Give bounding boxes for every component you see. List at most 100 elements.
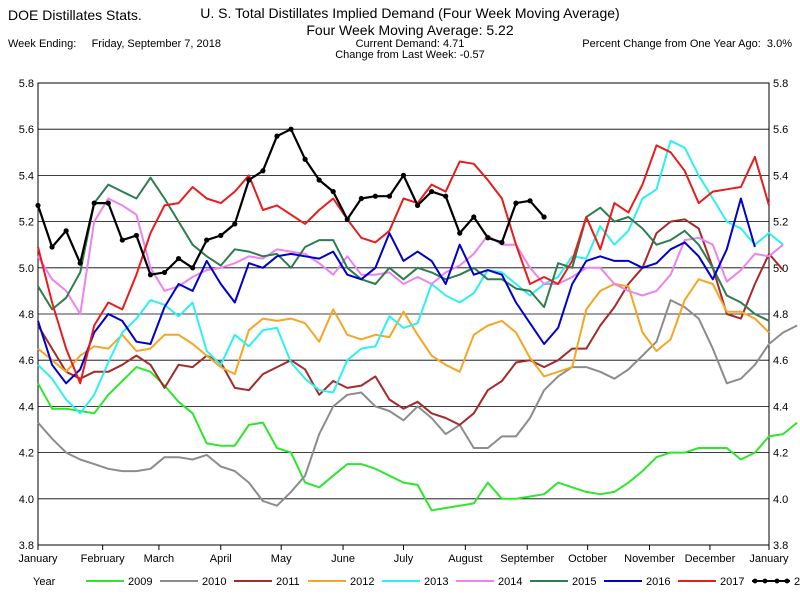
y-tick-label-right: 5.6 bbox=[773, 124, 788, 136]
data-point-2018 bbox=[274, 133, 280, 139]
series-line-2009 bbox=[37, 366, 798, 512]
data-point-2018 bbox=[119, 237, 125, 243]
weekly-change: Change from Last Week: -0.57 bbox=[335, 49, 485, 61]
data-point-2018 bbox=[105, 200, 111, 206]
y-tick-label-left: 5.2 bbox=[19, 217, 34, 229]
y-tick-label-left: 4.4 bbox=[19, 401, 34, 413]
data-point-2018 bbox=[471, 214, 477, 220]
legend-title: Year bbox=[33, 576, 56, 588]
y-tick-label-right: 5.4 bbox=[773, 170, 788, 182]
y-tick-label-left: 3.8 bbox=[19, 540, 34, 552]
percent-change-value: 3.0% bbox=[766, 38, 792, 50]
x-tick-label: August bbox=[448, 553, 482, 565]
data-point-2018 bbox=[330, 188, 336, 195]
x-tick-label: December bbox=[685, 553, 736, 565]
y-tick-label-right: 4.6 bbox=[773, 355, 788, 367]
data-point-2018 bbox=[457, 230, 463, 236]
percent-change: Percent Change from One Year Ago: 3.0% bbox=[582, 38, 792, 50]
legend-label-2011: 2011 bbox=[276, 576, 300, 588]
y-tick-label-left: 5.4 bbox=[19, 170, 34, 182]
x-tick-label: January bbox=[749, 553, 789, 565]
y-tick-label-right: 4.0 bbox=[773, 494, 788, 506]
current-demand: Current Demand: 4.71 bbox=[355, 38, 465, 50]
x-tick-label: July bbox=[394, 553, 414, 565]
legend-label-2013: 2013 bbox=[424, 576, 448, 588]
y-tick-label-left: 4.0 bbox=[19, 494, 34, 506]
y-tick-label-right: 4.8 bbox=[773, 309, 788, 321]
data-point-2018 bbox=[175, 255, 182, 262]
legend-marker-2018 bbox=[762, 578, 768, 584]
data-point-2018 bbox=[232, 221, 238, 227]
series-line-2010 bbox=[37, 299, 798, 507]
data-point-2018 bbox=[190, 265, 196, 271]
series-line-2011 bbox=[37, 218, 784, 426]
x-tick-label: January bbox=[18, 553, 58, 565]
week-ending: Week Ending: Friday, September 7, 2018 bbox=[8, 38, 221, 50]
legend-label-2009: 2009 bbox=[128, 576, 152, 588]
x-tick-label: October bbox=[568, 553, 607, 565]
series-line-2017 bbox=[37, 144, 770, 385]
legend-label-2010: 2010 bbox=[202, 576, 226, 588]
data-point-2018 bbox=[386, 193, 393, 199]
data-point-2018 bbox=[541, 214, 547, 220]
data-point-2018 bbox=[316, 177, 322, 183]
y-tick-label-right: 5.2 bbox=[773, 217, 788, 229]
chart-subtitle: Four Week Moving Average: 5.22 bbox=[306, 22, 514, 38]
series-line-2016 bbox=[37, 197, 756, 385]
y-tick-label-left: 4.8 bbox=[19, 309, 34, 321]
y-tick-label-left: 5.8 bbox=[19, 78, 34, 90]
series-line-2015 bbox=[37, 176, 770, 322]
legend-label-2012: 2012 bbox=[350, 576, 374, 588]
legend-marker-2018 bbox=[752, 578, 758, 584]
data-point-2018 bbox=[443, 193, 449, 199]
x-tick-label: November bbox=[624, 553, 675, 565]
data-point-2018 bbox=[513, 200, 519, 206]
x-tick-label: June bbox=[331, 553, 355, 565]
chart-title: U. S. Total Distillates Implied Demand (… bbox=[200, 5, 620, 21]
data-point-2018 bbox=[358, 195, 364, 202]
data-point-2018 bbox=[302, 156, 308, 162]
data-point-2018 bbox=[204, 237, 210, 243]
data-point-2018 bbox=[35, 202, 41, 209]
brand-title: DOE Distillates Stats. bbox=[8, 7, 142, 23]
data-point-2018 bbox=[260, 168, 266, 174]
data-point-2018 bbox=[147, 272, 154, 278]
legend-marker-2018 bbox=[784, 578, 790, 584]
legend-label-2018: 2018 bbox=[794, 576, 800, 588]
data-point-2018 bbox=[344, 216, 350, 222]
x-tick-label: April bbox=[210, 553, 232, 565]
x-tick-label: May bbox=[271, 553, 292, 565]
data-point-2018 bbox=[485, 235, 491, 241]
y-tick-label-right: 4.4 bbox=[773, 401, 788, 413]
series-line-2012 bbox=[37, 278, 770, 378]
y-tick-label-right: 3.8 bbox=[773, 540, 788, 552]
data-point-2018 bbox=[400, 172, 407, 178]
data-point-2018 bbox=[49, 244, 55, 250]
data-point-2018 bbox=[63, 228, 69, 234]
data-point-2018 bbox=[218, 232, 224, 239]
y-tick-label-left: 4.6 bbox=[19, 355, 34, 367]
data-point-2018 bbox=[527, 198, 533, 204]
data-point-2018 bbox=[499, 239, 505, 245]
legend-label-2016: 2016 bbox=[646, 576, 670, 588]
data-point-2018 bbox=[288, 126, 294, 132]
y-tick-label-left: 4.2 bbox=[19, 448, 34, 460]
legend-marker-2018 bbox=[774, 578, 780, 584]
data-point-2018 bbox=[246, 177, 252, 183]
x-tick-label: March bbox=[144, 553, 175, 565]
y-tick-label-left: 5.6 bbox=[19, 124, 34, 136]
x-tick-label: February bbox=[81, 553, 126, 565]
series-line-2013 bbox=[37, 139, 784, 415]
data-point-2018 bbox=[429, 188, 435, 195]
week-ending-value: Friday, September 7, 2018 bbox=[91, 38, 221, 50]
legend-label-2014: 2014 bbox=[498, 576, 522, 588]
data-point-2018 bbox=[372, 193, 378, 199]
data-point-2018 bbox=[133, 232, 140, 239]
x-tick-label: September bbox=[500, 553, 554, 565]
data-point-2018 bbox=[161, 269, 168, 276]
data-point-2018 bbox=[414, 202, 421, 209]
legend-label-2015: 2015 bbox=[572, 576, 596, 588]
data-point-2018 bbox=[77, 260, 83, 266]
percent-change-label: Percent Change from One Year Ago: bbox=[582, 38, 761, 50]
